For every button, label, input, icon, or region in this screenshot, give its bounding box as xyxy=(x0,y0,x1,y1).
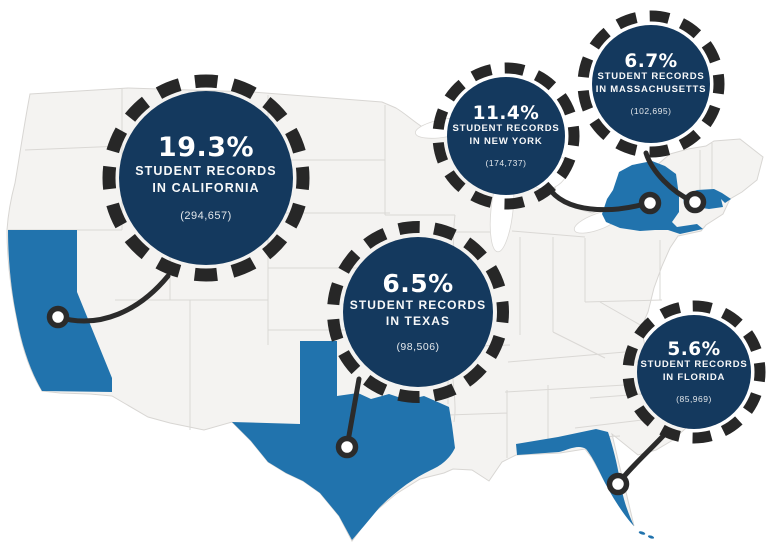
bubble-new-york-count: (174,737) xyxy=(485,158,527,169)
connector-california xyxy=(55,273,171,324)
bubble-massachusetts-label-1: STUDENT RECORDS xyxy=(597,71,705,83)
marker-florida xyxy=(606,472,630,496)
bubble-florida-label-1: STUDENT RECORDS xyxy=(640,359,748,371)
ring-group xyxy=(102,10,766,444)
bubble-new-york-label-2: IN NEW YORK xyxy=(469,136,543,148)
bubble-new-york-percent: 11.4% xyxy=(472,102,540,124)
bubble-massachusetts-percent: 6.7% xyxy=(624,50,678,72)
bubble-california-count: (294,657) xyxy=(180,209,232,222)
bubble-texas: 6.5% STUDENT RECORDS IN TEXAS (98,506) xyxy=(343,237,493,387)
bubble-california-label-2: IN CALIFORNIA xyxy=(152,180,260,195)
ring-florida xyxy=(622,300,766,444)
marker-california xyxy=(46,305,70,329)
marker-massachusetts xyxy=(683,190,707,214)
bubble-texas-count: (98,506) xyxy=(396,341,440,354)
marker-group xyxy=(46,190,707,496)
bubble-texas-label-2: IN TEXAS xyxy=(385,314,451,329)
bubble-california-percent: 19.3% xyxy=(157,132,255,164)
bubble-florida: 5.6% STUDENT RECORDS IN FLORIDA (85,969) xyxy=(637,315,751,429)
bubble-florida-count: (85,969) xyxy=(676,394,712,405)
florida-keys xyxy=(638,531,646,535)
ring-new-york xyxy=(432,62,580,210)
bubble-massachusetts-count: (102,695) xyxy=(630,106,672,117)
bubble-texas-label-1: STUDENT RECORDS xyxy=(349,297,487,312)
marker-texas xyxy=(335,435,359,459)
ring-california xyxy=(102,74,310,282)
marker-new-york xyxy=(638,191,662,215)
bubble-massachusetts: 6.7% STUDENT RECORDS IN MASSACHUSETTS (1… xyxy=(592,25,710,143)
bubble-texas-percent: 6.5% xyxy=(382,268,454,298)
florida-keys xyxy=(647,535,655,539)
state-florida xyxy=(516,429,634,526)
connector-texas xyxy=(344,376,362,450)
bubble-california-label-1: STUDENT RECORDS xyxy=(135,163,277,178)
bubble-florida-label-2: IN FLORIDA xyxy=(662,372,726,384)
ring-massachusetts xyxy=(577,10,725,158)
bubble-new-york: 11.4% STUDENT RECORDS IN NEW YORK (174,7… xyxy=(447,77,565,195)
ring-texas xyxy=(327,221,509,403)
bubble-florida-percent: 5.6% xyxy=(667,338,721,360)
bubble-new-york-label-1: STUDENT RECORDS xyxy=(452,123,560,135)
connector-new-york xyxy=(545,184,651,213)
bubble-california: 19.3% STUDENT RECORDS IN CALIFORNIA (294… xyxy=(119,91,293,265)
bubble-massachusetts-label-2: IN MASSACHUSETTS xyxy=(595,84,707,96)
